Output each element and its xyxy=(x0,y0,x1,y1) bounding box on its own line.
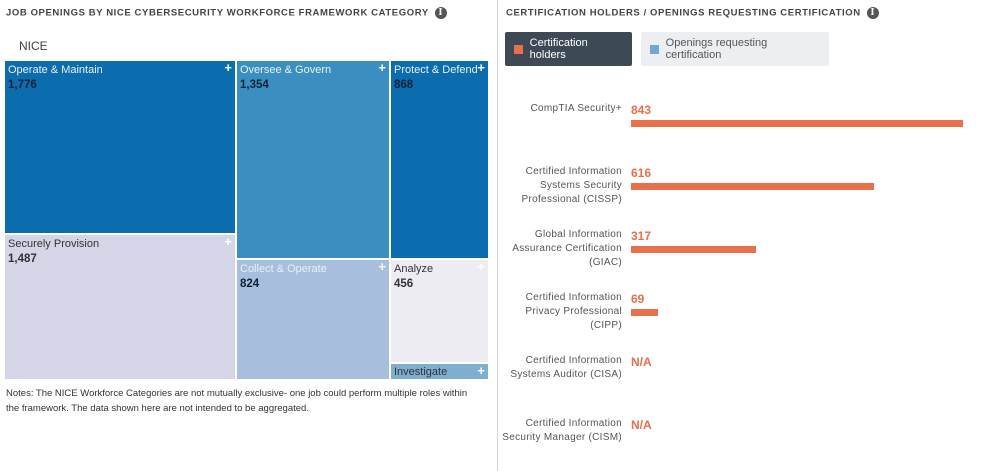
treemap-tile-analyze[interactable]: Analyze 456 + xyxy=(391,260,488,362)
cert-value-label: 69 xyxy=(631,292,645,306)
cert-value-label: N/A xyxy=(631,418,652,432)
cert-category-label: CompTIA Security+ xyxy=(530,103,622,114)
treemap-tile-value: 1,776 xyxy=(8,79,37,91)
cert-value-label: 317 xyxy=(631,229,652,243)
cert-category-label: Certified Information Systems Auditor (CI… xyxy=(510,355,622,380)
legend-swatch-orange xyxy=(514,44,523,54)
legend-swatch-blue xyxy=(650,44,659,54)
treemap-tile-collect-operate[interactable]: Collect & Operate 824 + xyxy=(237,260,389,379)
cert-category-label: Certified Information Security Manager (C… xyxy=(502,418,622,443)
treemap-tile-label: Securely Provision xyxy=(8,238,100,250)
cert-title-text: CERTIFICATION HOLDERS / OPENINGS REQUEST… xyxy=(506,7,861,19)
treemap-tile-protect-defend[interactable]: Protect & Defend 868 + xyxy=(391,61,488,258)
legend-openings-button[interactable]: Openings requesting certification xyxy=(641,32,829,66)
treemap-tile-oversee-govern[interactable]: Oversee & Govern 1,354 + xyxy=(237,61,389,258)
treemap-panel-title: JOB OPENINGS BY NICE CYBERSECURITY WORKF… xyxy=(6,7,447,19)
cert-bar[interactable] xyxy=(631,309,658,316)
treemap-tile-label: Protect & Defend xyxy=(394,64,478,76)
expand-plus-icon[interactable]: + xyxy=(224,234,232,249)
cert-category-label: Global Information Assurance Certificatio… xyxy=(512,229,622,268)
expand-plus-icon[interactable]: + xyxy=(477,60,485,75)
treemap-tile-label: Analyze xyxy=(394,263,434,275)
cert-value-label: 616 xyxy=(631,166,652,180)
treemap-root-label: NICE xyxy=(19,39,48,53)
legend-label: Certification holders xyxy=(529,37,588,61)
expand-plus-icon[interactable]: + xyxy=(477,363,485,378)
treemap-tile-investigate[interactable]: Investigate + xyxy=(391,364,488,379)
info-icon[interactable]: i xyxy=(866,7,879,19)
treemap-tile-value: 456 xyxy=(394,278,414,290)
notes-text: Notes: The NICE Workforce Categories are… xyxy=(6,388,468,414)
expand-plus-icon[interactable]: + xyxy=(378,60,386,75)
treemap-tile-value: 824 xyxy=(240,278,260,290)
expand-plus-icon[interactable]: + xyxy=(477,259,485,274)
legend-certification-holders-button[interactable]: Certification holders xyxy=(505,32,632,66)
treemap-tile-value: 1,487 xyxy=(8,253,37,265)
treemap-tile-label: Oversee & Govern xyxy=(240,64,332,76)
cert-value-label: N/A xyxy=(631,355,652,369)
cert-bar[interactable] xyxy=(631,120,963,127)
treemap-title-text: JOB OPENINGS BY NICE CYBERSECURITY WORKF… xyxy=(6,7,429,19)
info-icon[interactable]: i xyxy=(434,7,447,19)
panel-divider xyxy=(497,0,498,471)
cert-bar[interactable] xyxy=(631,246,756,253)
treemap-tile-value: 1,354 xyxy=(240,79,269,91)
cert-category-label: Certified Information Systems Security Pro… xyxy=(521,166,622,205)
cert-category-label: Certified Information Privacy Professiona… xyxy=(525,292,622,331)
cert-panel-title: CERTIFICATION HOLDERS / OPENINGS REQUEST… xyxy=(506,7,879,19)
expand-plus-icon[interactable]: + xyxy=(224,60,232,75)
expand-plus-icon[interactable]: + xyxy=(378,259,386,274)
treemap-tile-label: Collect & Operate xyxy=(240,263,327,275)
treemap-tile-label: Investigate xyxy=(394,366,448,378)
treemap-tile-operate-maintain[interactable]: Operate & Maintain 1,776 + xyxy=(5,61,235,233)
legend-label: Openings requesting certification xyxy=(665,37,768,61)
cert-value-label: 843 xyxy=(631,103,652,117)
treemap-tile-label: Operate & Maintain xyxy=(8,64,103,76)
cert-bar[interactable] xyxy=(631,183,874,190)
treemap-tile-value: 868 xyxy=(394,79,414,91)
treemap-tile-securely-provision[interactable]: Securely Provision 1,487 + xyxy=(5,235,235,379)
